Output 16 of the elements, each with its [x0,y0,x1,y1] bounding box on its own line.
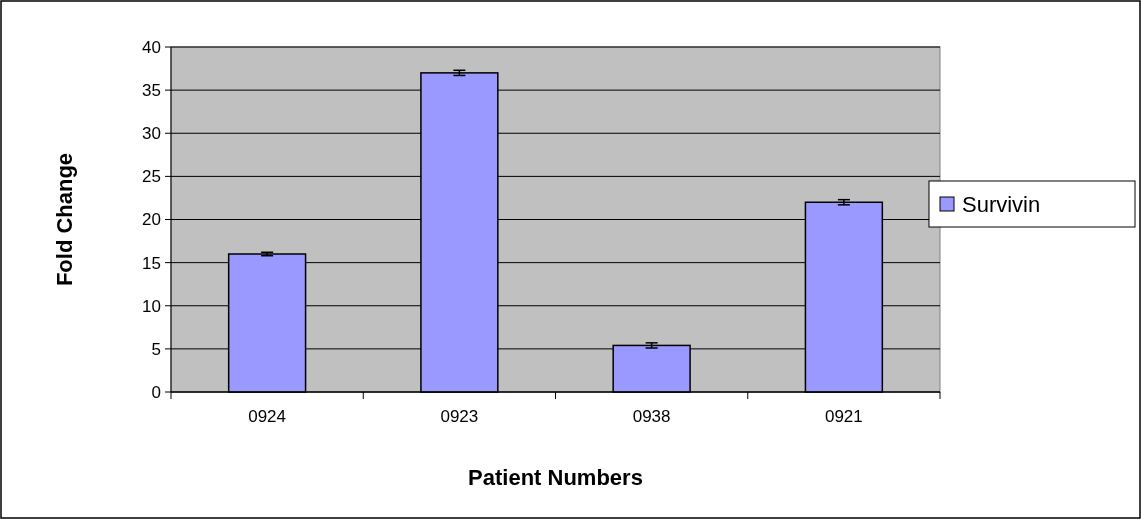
y-tick-label: 5 [151,339,161,359]
y-tick-label: 0 [151,382,161,402]
y-tick-label: 30 [142,124,161,144]
legend-label: Survivin [962,191,1041,217]
x-tick-label: 0921 [824,407,863,426]
y-tick-label: 35 [142,81,161,101]
y-tick-label: 40 [142,37,161,57]
y-tick-label: 20 [142,210,161,230]
y-tick-label: 10 [142,296,161,316]
x-axis-title: Patient Numbers [468,465,643,490]
x-tick-label: 0924 [248,407,287,426]
y-tick-label: 15 [142,253,161,273]
y-axis-title: Fold Change [52,152,77,287]
x-tick-label: 0923 [440,407,479,426]
x-tick-label: 0938 [632,407,671,426]
y-tick-label: 25 [142,167,161,187]
